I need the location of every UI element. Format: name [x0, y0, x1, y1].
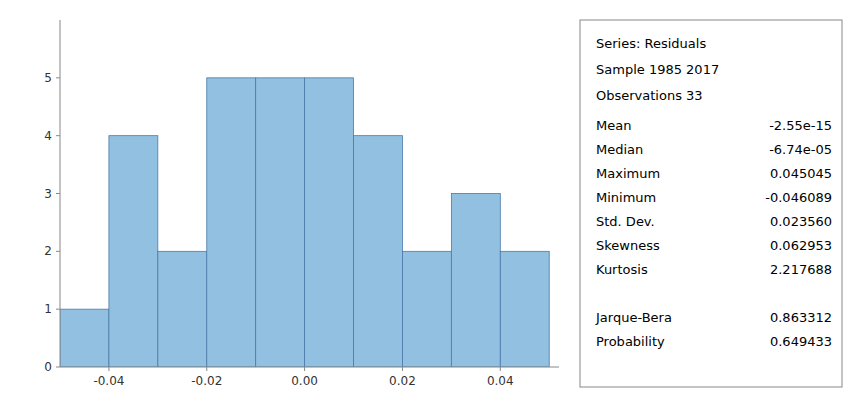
x-tick: [402, 367, 403, 371]
y-tick-label: 4: [44, 129, 52, 143]
x-tick: [108, 367, 109, 371]
bar: [109, 136, 158, 367]
stat-value: 0.863312: [770, 310, 832, 325]
stat-value: 0.062953: [770, 238, 832, 253]
bar: [256, 78, 305, 367]
bar: [305, 78, 354, 367]
stat-label: Std. Dev.: [596, 214, 655, 229]
y-tick: [56, 77, 60, 78]
y-tick: [56, 193, 60, 194]
y-tick: [56, 135, 60, 136]
stats-title: Observations 33: [596, 88, 703, 103]
stat-value: 0.045045: [770, 166, 832, 181]
stat-label: Maximum: [596, 166, 660, 181]
stats-title: Series: Residuals: [596, 36, 706, 51]
stat-label: Jarque-Bera: [595, 310, 672, 325]
stat-value: 0.649433: [770, 334, 832, 349]
stat-value: -0.046089: [765, 190, 832, 205]
x-axis-line: [60, 367, 559, 368]
stat-label: Kurtosis: [596, 262, 648, 277]
stats-title: Sample 1985 2017: [596, 62, 719, 77]
stat-value: -2.55e-15: [769, 118, 832, 133]
y-tick-label: 2: [44, 244, 52, 258]
x-tick-label: 0.02: [389, 374, 416, 388]
stat-label: Skewness: [596, 238, 660, 253]
stat-value: 0.023560: [770, 214, 832, 229]
x-tick-label: 0.04: [487, 374, 514, 388]
stat-label: Median: [596, 142, 643, 157]
bar: [402, 251, 451, 367]
y-tick-label: 5: [44, 71, 52, 85]
bar: [60, 309, 109, 367]
stats-box: [580, 20, 842, 387]
x-tick: [500, 367, 501, 371]
y-tick: [56, 251, 60, 252]
y-tick: [56, 367, 60, 368]
bar: [451, 194, 500, 368]
y-tick-label: 1: [44, 302, 52, 316]
y-tick-label: 3: [44, 187, 52, 201]
chart: -0.04 -0.02 0.00 0.02 0.04 0 1 2 3 4 5 Series: Resi…: [0, 0, 860, 408]
bars: [60, 78, 549, 367]
x-tick-label: 0.00: [291, 374, 318, 388]
stat-label: Probability: [596, 334, 665, 349]
y-tick-label: 0: [44, 360, 52, 374]
stat-label: Minimum: [596, 190, 656, 205]
stat-value: 2.217688: [770, 262, 832, 277]
bar: [158, 251, 207, 367]
bar: [354, 136, 403, 367]
y-tick: [56, 309, 60, 310]
bar: [500, 251, 549, 367]
stat-label: Mean: [596, 118, 631, 133]
x-tick: [206, 367, 207, 371]
x-tick-label: -0.02: [191, 374, 222, 388]
x-tick-label: -0.04: [93, 374, 124, 388]
x-tick: [304, 367, 305, 371]
bar: [207, 78, 256, 367]
stat-value: -6.74e-05: [769, 142, 832, 157]
